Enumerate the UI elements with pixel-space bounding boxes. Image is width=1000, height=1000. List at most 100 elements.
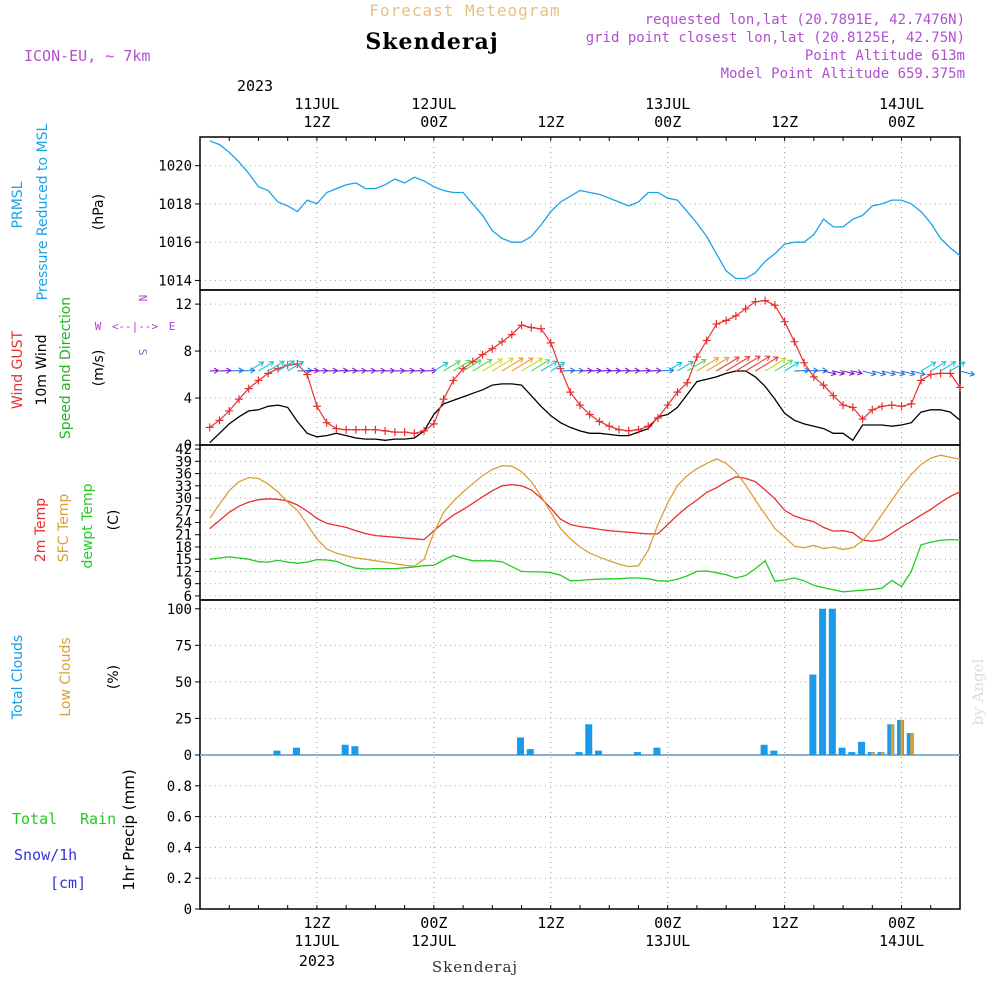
pressure-label-prmsl: PRMSL (10, 181, 26, 228)
requested-coords: requested lon,lat (20.7891E, 42.7476N) (645, 12, 965, 28)
wind-dir-arrow (277, 360, 295, 372)
wind-panel (205, 296, 976, 444)
gust-marker (215, 416, 224, 425)
gust-marker (361, 425, 370, 434)
wind-dir-arrowhead (380, 367, 386, 374)
wind-dir-arrowhead (508, 357, 514, 364)
gust-line (209, 299, 961, 434)
wind-dir-arrowhead (899, 370, 906, 377)
precip-label-snow-unit: [cm] (50, 874, 86, 892)
gust-marker (507, 330, 516, 339)
wind-dir-arrowhead (773, 356, 779, 362)
total-cloud-bar (526, 749, 534, 755)
wind-dir-arrow (852, 370, 862, 374)
bottom-hour-label: 00Z (888, 914, 915, 932)
gust-marker (595, 417, 604, 426)
gust-marker (498, 337, 507, 346)
clouds-tick-label: 75 (175, 638, 192, 654)
wind-tick-label: 8 (184, 344, 192, 360)
wind-dir-arrow (755, 356, 779, 372)
top-hour-label: 00Z (420, 113, 447, 131)
total-cloud-bar (838, 747, 846, 755)
wind-dir-arrow (433, 362, 449, 372)
wind-dir-arrowhead (764, 355, 771, 362)
bottom-hour-label: 12Z (303, 914, 330, 932)
gust-marker (839, 401, 848, 410)
temp-tick-label: 9 (184, 577, 192, 593)
clouds-tick-label: 100 (167, 602, 192, 618)
top-hour-label: 12Z (771, 113, 798, 131)
wind-dir-arrow (540, 360, 558, 372)
wind-dir-arrow (238, 369, 255, 372)
bottom-hour-label: 00Z (654, 914, 681, 932)
gust-marker (819, 381, 828, 390)
wind-tick-label: 12 (175, 297, 192, 313)
total-cloud-bar (848, 752, 856, 755)
compass-h: <--|--> (112, 320, 159, 333)
total-cloud-bar (292, 747, 300, 755)
compass-s: S (136, 349, 149, 356)
wind-dir-arrow (949, 361, 966, 372)
total-cloud-bar (770, 750, 778, 755)
low-cloud-bar (890, 724, 894, 755)
wind-dir-arrow (638, 369, 650, 372)
gust-marker (381, 426, 390, 435)
wind-dir-arrow (930, 361, 947, 372)
gust-marker (254, 376, 263, 385)
wind-dir-arrow (667, 362, 682, 372)
wind-dir-arrow (599, 369, 611, 372)
gust-marker (731, 311, 740, 320)
pressure-tick-label: 1020 (158, 159, 192, 175)
pressure-tick-label: 1016 (158, 235, 192, 251)
wind-dir-arrow (657, 369, 674, 372)
gust-marker (692, 352, 701, 361)
wind-dir-arrow (862, 370, 876, 375)
wind-dir-arrow (482, 358, 503, 372)
bottom-date-label: 12JUL (411, 932, 456, 950)
wind-dir-arrow (336, 369, 348, 372)
top-date-label: 13JUL (645, 95, 690, 113)
t2m-line (209, 476, 961, 542)
gust-marker (390, 428, 399, 437)
wind-dir-arrowhead (544, 359, 551, 365)
wind-dir-arrow (492, 357, 514, 372)
wind-dir-arrow (267, 360, 285, 372)
wind-dir-arrow (609, 369, 621, 372)
wind-dir-arrowhead (476, 359, 482, 365)
wind-dir-arrow (735, 355, 761, 372)
top-title: Forecast Meteogram (369, 1, 560, 20)
total-cloud-bar (273, 750, 281, 755)
wind-dir-arrowhead (713, 357, 720, 363)
wind-dir-arrow (725, 356, 750, 372)
grid-point-coords: grid point closest lon,lat (20.8125E, 42… (586, 30, 965, 46)
temp-tick-label: 12 (175, 564, 192, 580)
gust-marker (585, 410, 594, 419)
gust-marker (790, 337, 799, 346)
wind-dir-arrow (842, 370, 855, 375)
clouds-tick-label: 0 (184, 748, 192, 764)
temp-tick-label: 24 (175, 516, 192, 532)
low-cloud-bar (881, 752, 885, 755)
gust-marker (653, 413, 662, 422)
wind-dir-arrow (686, 359, 707, 372)
wind-dir-arrowhead (551, 360, 558, 367)
model-altitude: Model Point Altitude 659.375m (721, 66, 965, 82)
gust-marker (809, 372, 818, 381)
gust-marker (322, 418, 331, 427)
compass-e: E (169, 320, 176, 333)
gust-marker (556, 364, 565, 373)
gust-marker (205, 423, 214, 432)
gust-marker (663, 401, 672, 410)
wind-dir-arrowhead (399, 367, 406, 374)
clouds-unit: (%) (106, 665, 122, 689)
station-title: Skenderaj (365, 29, 498, 55)
clouds-label-low: Low Clouds (58, 637, 74, 716)
wind-dir-arrow (258, 361, 274, 372)
pressure-panel (209, 140, 961, 280)
wind-dir-arrow (472, 359, 492, 372)
pressure-unit: (hPa) (91, 194, 107, 230)
top-hour-label: 12Z (537, 113, 564, 131)
total-cloud-bar (633, 752, 641, 755)
precip-label-snow: Snow/1h (14, 846, 77, 864)
